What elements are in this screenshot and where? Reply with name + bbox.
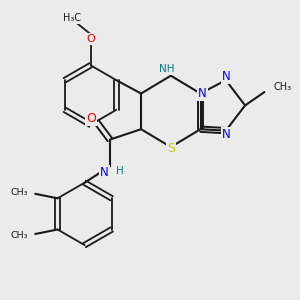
Text: O: O (86, 112, 96, 125)
Text: N: N (100, 166, 109, 179)
Text: CH₃: CH₃ (11, 188, 28, 197)
Text: H₃C: H₃C (63, 13, 81, 23)
Text: N: N (198, 87, 207, 100)
Text: O: O (86, 34, 95, 44)
Text: CH₃: CH₃ (11, 231, 28, 240)
Text: N: N (222, 70, 231, 83)
Text: NH: NH (160, 64, 175, 74)
Text: H: H (116, 166, 123, 176)
Text: methoxy: methoxy (65, 17, 71, 18)
Text: S: S (167, 142, 175, 155)
Text: CH₃: CH₃ (273, 82, 292, 92)
Text: N: N (222, 128, 231, 141)
